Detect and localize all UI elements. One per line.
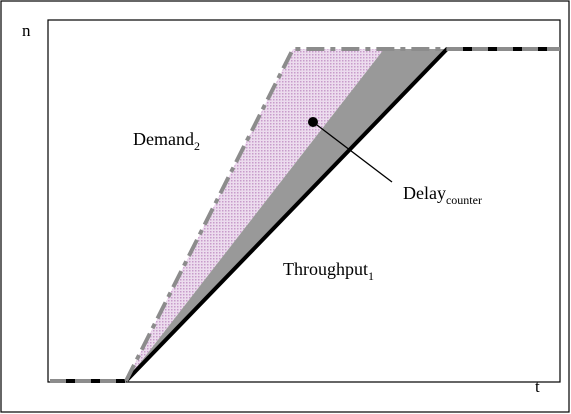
throughput-label-base: Throughput xyxy=(283,259,368,279)
y-axis-label: n xyxy=(22,21,31,40)
delay-label-base: Delay xyxy=(403,183,446,203)
throughput-label-subscript: 1 xyxy=(368,269,374,283)
delay-pointer-line xyxy=(312,121,393,183)
demand-label: Demand2 xyxy=(133,129,200,153)
delay-label-subscript: counter xyxy=(446,193,482,207)
x-axis-label: t xyxy=(535,377,540,396)
demand-label-base: Demand xyxy=(133,129,194,149)
throughput-label: Throughput1 xyxy=(283,259,374,283)
delay-label: Delaycounter xyxy=(403,183,482,207)
demand-label-subscript: 2 xyxy=(194,139,200,153)
